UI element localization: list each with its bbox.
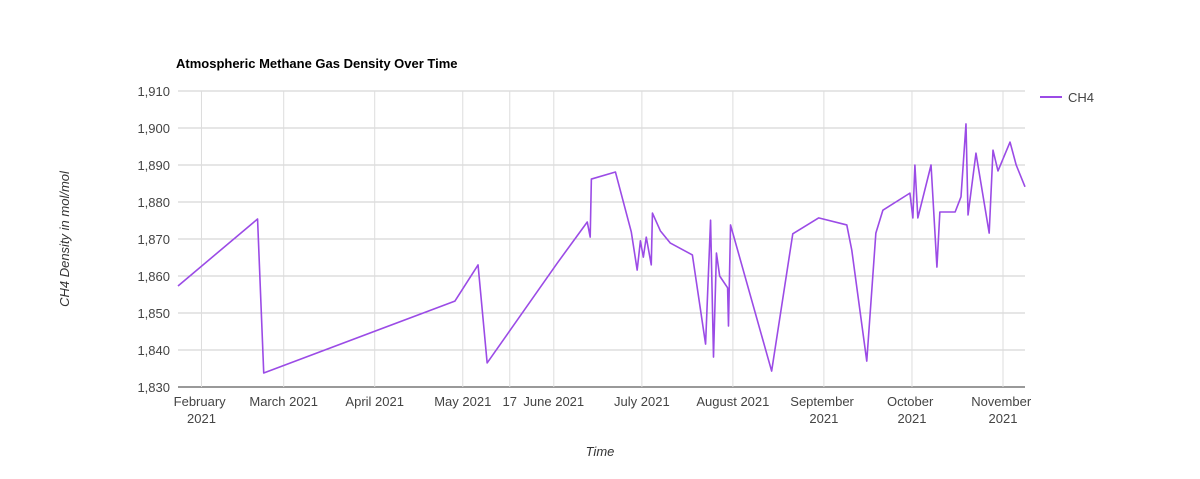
y-tick-label: 1,840 xyxy=(137,343,170,358)
y-tick-label: 1,870 xyxy=(137,232,170,247)
x-tick-label: April 2021 xyxy=(345,394,404,409)
y-tick-label: 1,860 xyxy=(137,269,170,284)
chart-title: Atmospheric Methane Gas Density Over Tim… xyxy=(176,56,458,71)
y-tick-label: 1,910 xyxy=(137,84,170,99)
x-tick-label: June 2021 xyxy=(523,394,584,409)
x-tick-label: July 2021 xyxy=(614,394,670,409)
x-tick-label: March 2021 xyxy=(249,394,318,409)
legend-label: CH4 xyxy=(1068,90,1094,105)
y-axis-title: CH4 Density in mol/mol xyxy=(57,170,72,307)
y-tick-label: 1,830 xyxy=(137,380,170,395)
x-tick-label: October 2021 xyxy=(887,394,937,426)
x-tick-label: May 2021 xyxy=(434,394,491,409)
x-tick-label: 17 xyxy=(503,394,517,409)
x-tick-label: November 2021 xyxy=(971,394,1035,426)
y-tick-label: 1,890 xyxy=(137,158,170,173)
data-line xyxy=(177,123,1026,374)
y-tick-label: 1,850 xyxy=(137,306,170,321)
x-tick-label: September 2021 xyxy=(790,394,857,426)
x-tick-label: August 2021 xyxy=(696,394,769,409)
y-tick-label: 1,900 xyxy=(137,121,170,136)
y-tick-label: 1,880 xyxy=(137,195,170,210)
x-axis-title: Time xyxy=(586,444,615,459)
x-tick-label: February 2021 xyxy=(174,394,230,426)
